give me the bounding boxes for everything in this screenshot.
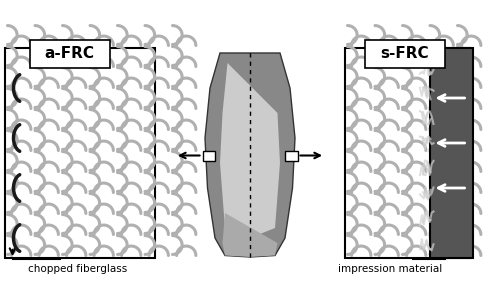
Polygon shape — [222, 213, 278, 257]
Bar — [5, 48, 155, 258]
Polygon shape — [220, 63, 280, 238]
Text: s-FRC: s-FRC — [380, 46, 430, 62]
Bar — [345, 48, 470, 258]
Polygon shape — [205, 53, 295, 257]
Bar — [202, 151, 215, 160]
Text: chopped fiberglass: chopped fiberglass — [28, 264, 127, 274]
Bar — [430, 48, 472, 258]
Text: impression material: impression material — [338, 264, 442, 274]
Bar — [285, 151, 298, 160]
Text: a-FRC: a-FRC — [44, 46, 94, 62]
Bar — [30, 41, 110, 68]
Bar — [365, 41, 445, 68]
